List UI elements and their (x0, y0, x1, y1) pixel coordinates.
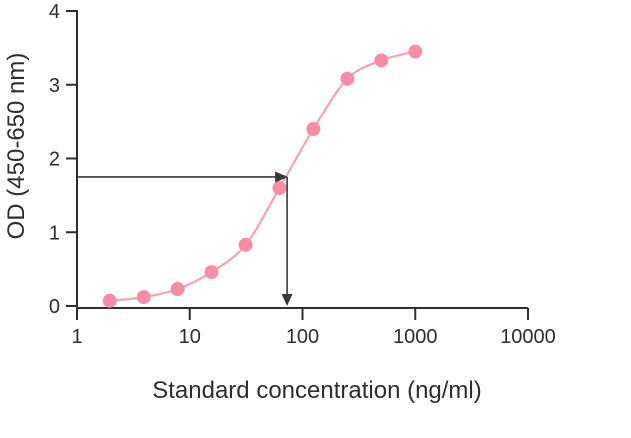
data-point (238, 237, 253, 252)
data-point (306, 122, 321, 136)
x-axis-title: Standard concentration (ng/ml) (152, 377, 482, 404)
x-tick-label: 1 (71, 326, 82, 348)
y-tick-label: 4 (49, 1, 60, 23)
x-tick-label: 1000 (393, 326, 438, 348)
interpolation-annotation (78, 171, 293, 306)
data-point (170, 282, 185, 296)
down-arrowhead-icon (281, 294, 293, 306)
data-point (340, 71, 355, 86)
y-tick-label: 1 (49, 222, 60, 244)
x-tick-label: 10000 (500, 326, 556, 348)
y-axis-title: OD (450-650 nm) (3, 52, 30, 240)
x-tick-label: 100 (286, 326, 319, 348)
data-point (374, 53, 389, 68)
data-points (102, 44, 423, 308)
data-point (102, 293, 117, 308)
x-tick-label: 10 (179, 326, 201, 348)
axes (76, 10, 528, 309)
data-point (136, 290, 151, 305)
data-point (408, 44, 423, 59)
y-tick-label: 0 (49, 296, 60, 318)
data-point (272, 181, 287, 195)
y-tick-label: 3 (49, 75, 60, 97)
right-arrowhead-icon (275, 171, 289, 183)
y-tick-label: 2 (49, 149, 60, 171)
data-point (204, 265, 219, 280)
y-axis-ticks: 0 1 2 3 4 (49, 1, 77, 318)
standard-curve-line (109, 50, 416, 302)
x-axis-ticks: 1 10 100 1000 10000 (71, 308, 556, 348)
